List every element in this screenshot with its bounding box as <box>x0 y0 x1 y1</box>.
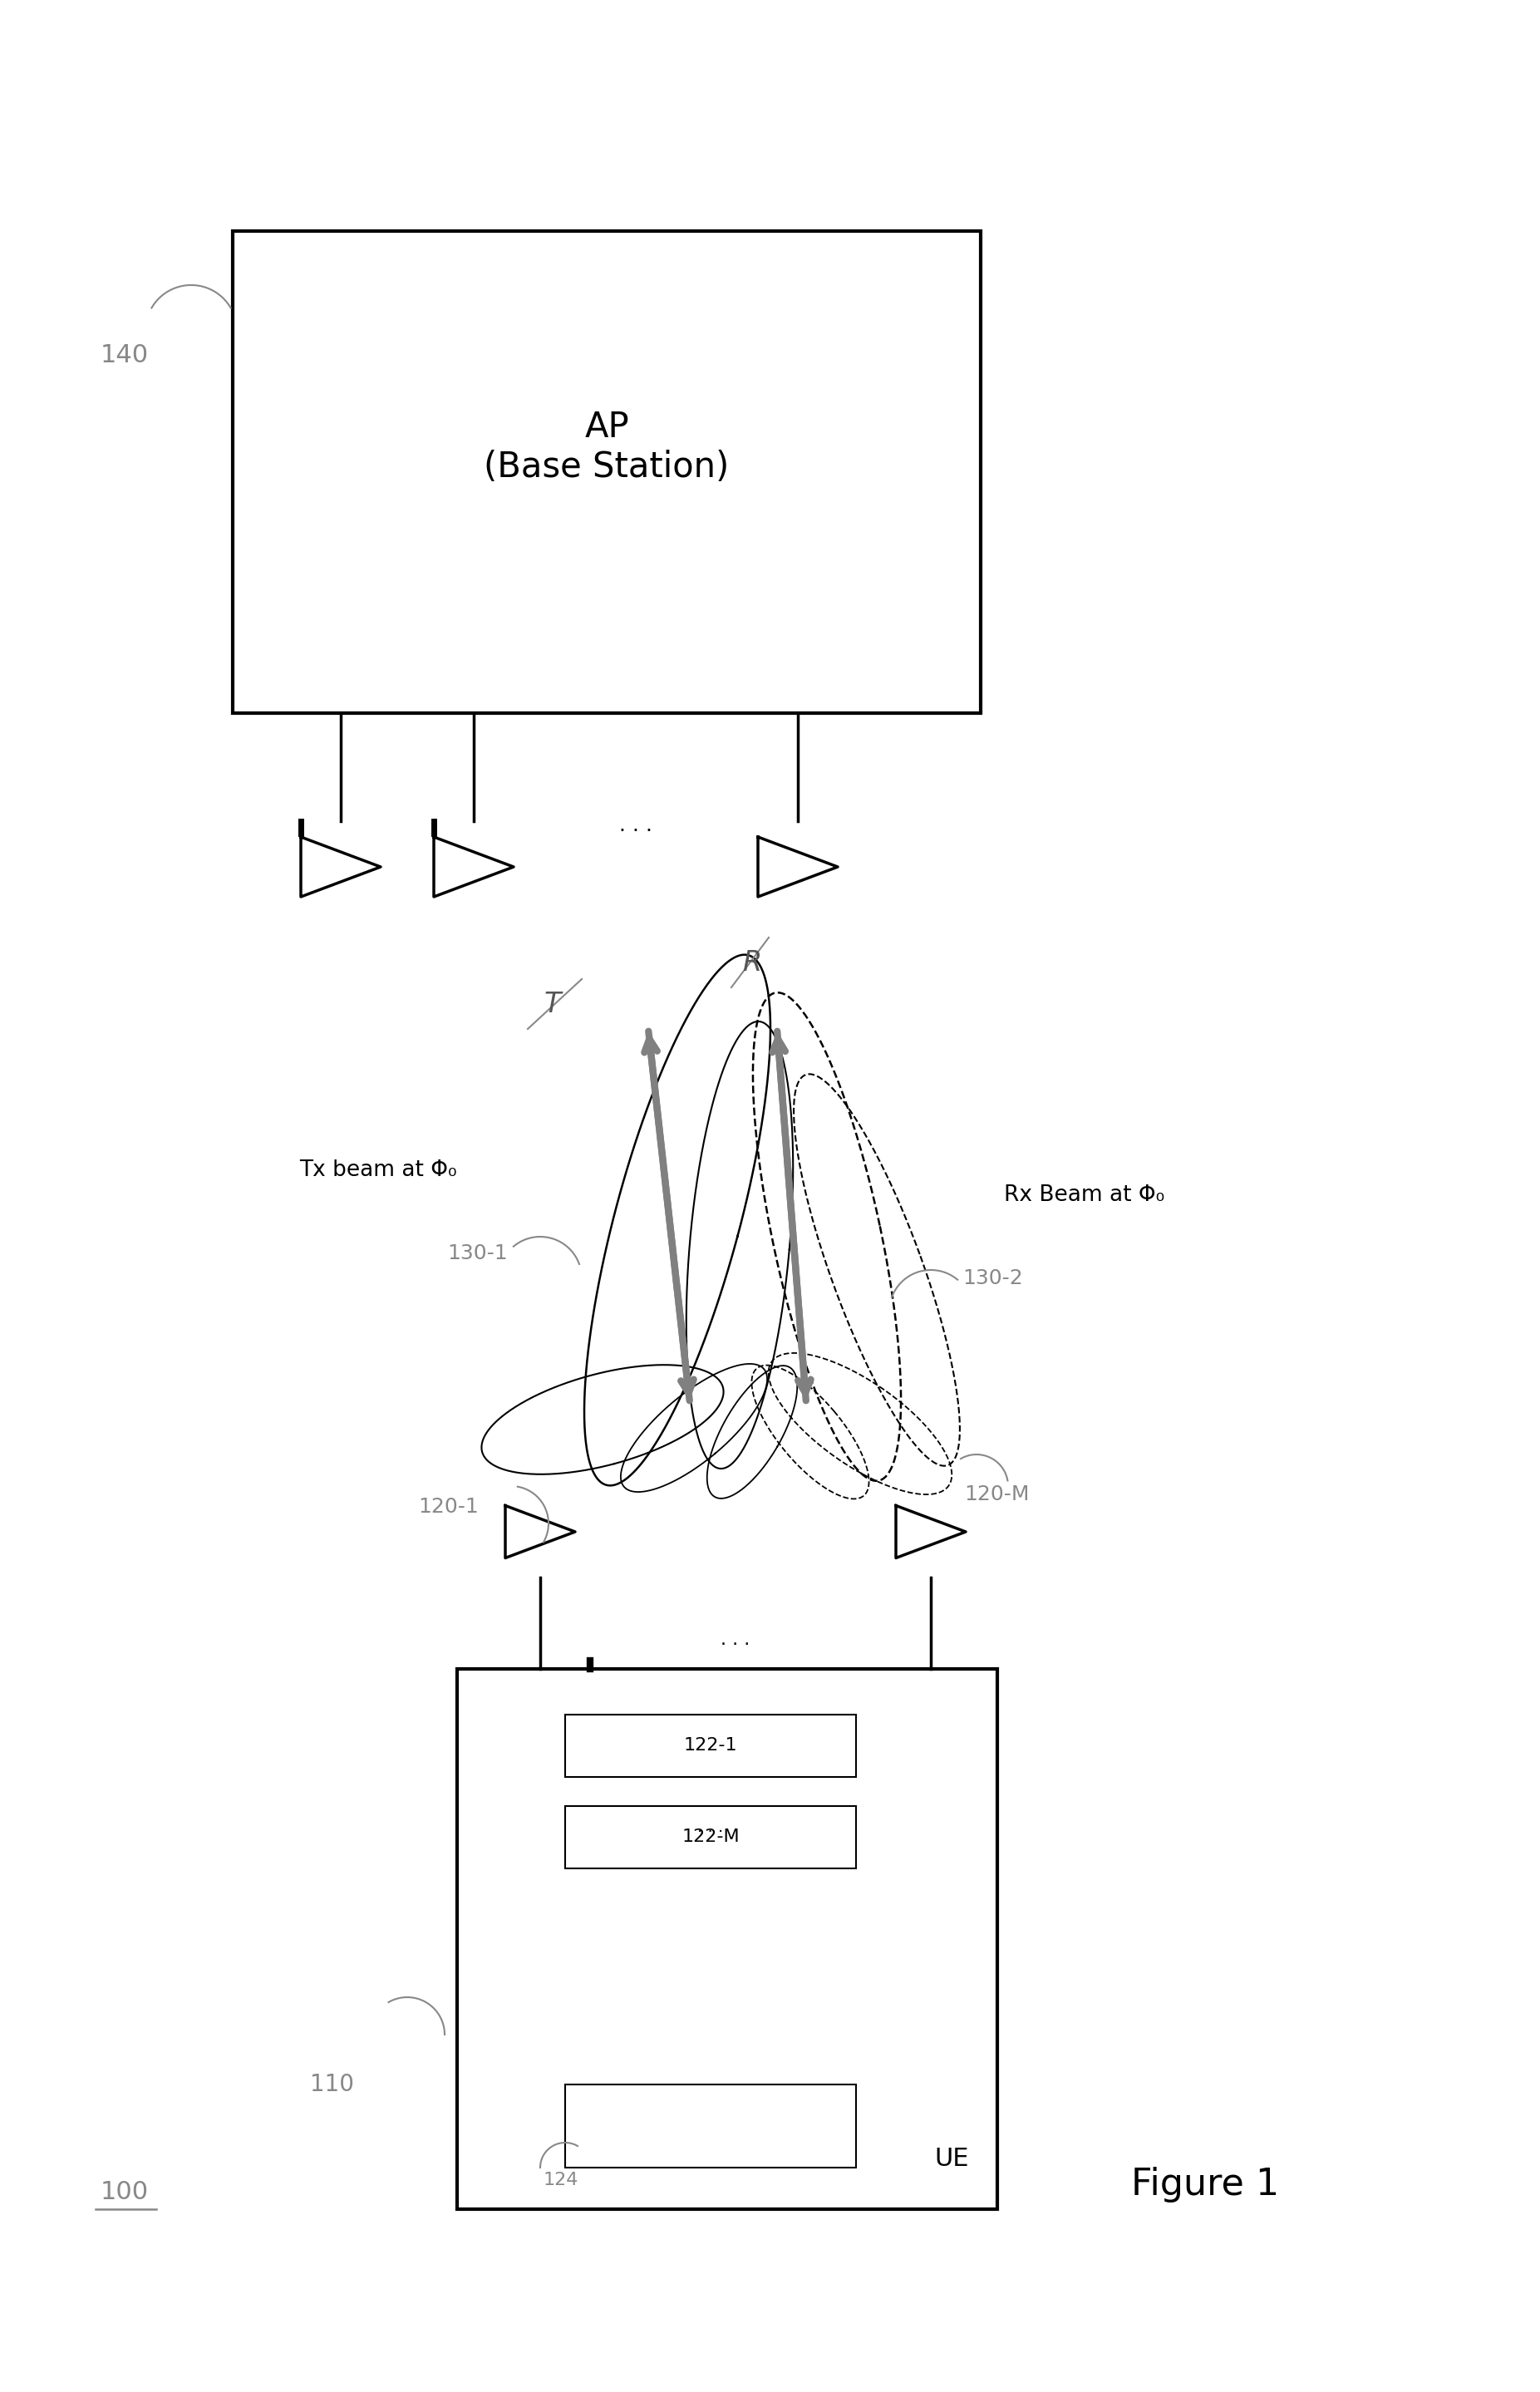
Text: 122-1: 122-1 <box>684 1737 738 1753</box>
Text: 100: 100 <box>100 2182 149 2205</box>
Text: 140: 140 <box>100 344 149 368</box>
Bar <box>457 1670 998 2210</box>
Text: . . .: . . . <box>698 1818 724 1835</box>
Text: 120-1: 120-1 <box>419 1497 479 1517</box>
Bar <box>233 232 981 713</box>
Text: 130-1: 130-1 <box>448 1244 508 1263</box>
Text: . . .: . . . <box>619 816 653 835</box>
Bar <box>565 1715 856 1777</box>
Text: UE: UE <box>935 2148 969 2172</box>
Text: 124: 124 <box>544 2172 579 2189</box>
Text: 110: 110 <box>311 2074 354 2095</box>
Text: AP
(Base Station): AP (Base Station) <box>484 409 730 486</box>
Bar <box>565 1806 856 1868</box>
Text: . . .: . . . <box>721 1631 750 1648</box>
Text: Figure 1: Figure 1 <box>1130 2167 1280 2203</box>
Text: Tx beam at Φ₀: Tx beam at Φ₀ <box>299 1160 457 1182</box>
Text: 120-M: 120-M <box>964 1485 1030 1505</box>
Text: R: R <box>742 950 762 976</box>
Text: Rx Beam at Φ₀: Rx Beam at Φ₀ <box>1004 1184 1164 1206</box>
Text: T: T <box>544 990 561 1017</box>
Bar <box>565 2083 856 2167</box>
Text: 122-M: 122-M <box>682 1830 739 1847</box>
Text: 130-2: 130-2 <box>962 1268 1024 1289</box>
